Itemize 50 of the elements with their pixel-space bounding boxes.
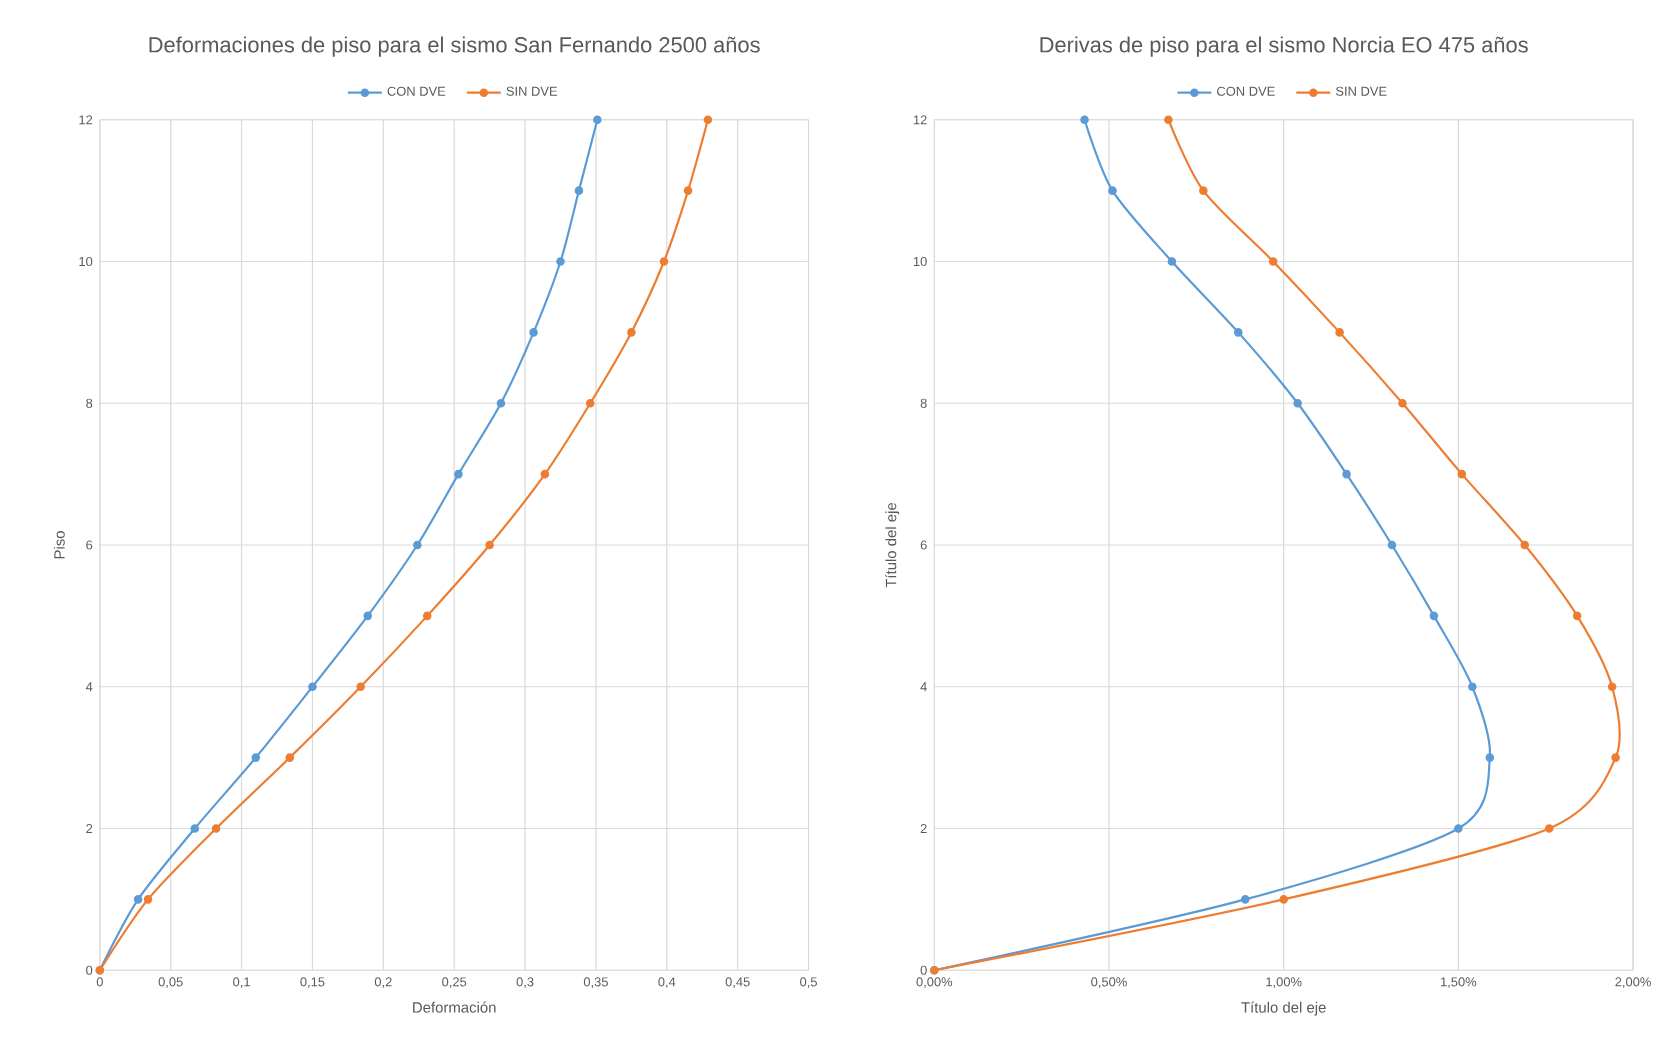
point: [485, 540, 494, 550]
point: [133, 895, 143, 904]
point: [1485, 753, 1495, 762]
point: [703, 115, 713, 125]
point: [211, 824, 221, 833]
point: [422, 611, 432, 621]
point: [627, 328, 636, 337]
point: [1233, 328, 1243, 337]
point: [1454, 824, 1463, 833]
point: [190, 824, 200, 833]
point: [1457, 469, 1467, 479]
chart-title: Deformaciones de piso para el sismo San Fernando 2500 años: [149, 36, 760, 57]
point: [1167, 257, 1177, 266]
point: [1342, 469, 1351, 479]
point: [1293, 398, 1302, 408]
point: [1607, 682, 1617, 691]
point: [1335, 328, 1344, 337]
point: [308, 682, 317, 691]
point: [1199, 186, 1208, 195]
point: [1398, 398, 1407, 408]
point: [529, 328, 538, 337]
point: [251, 753, 261, 762]
point: [1164, 115, 1173, 125]
point: [356, 682, 365, 691]
point: [285, 753, 295, 762]
point: [683, 186, 693, 195]
point: [585, 398, 595, 408]
point: [1240, 895, 1250, 904]
point: [574, 186, 584, 195]
point: [1468, 682, 1477, 691]
point: [143, 895, 153, 904]
point: [659, 257, 669, 266]
point: [454, 469, 463, 479]
point: [1520, 540, 1530, 550]
point: [1108, 186, 1117, 195]
chart-title: Derivas de piso para el sismo Norcia EO 475 años: [1040, 36, 1528, 57]
point: [1544, 824, 1554, 833]
point: [1429, 611, 1439, 621]
point: [1611, 753, 1620, 762]
point: [363, 611, 373, 621]
point: [1572, 611, 1582, 621]
point: [556, 257, 565, 266]
point: [1080, 115, 1089, 125]
point: [1387, 540, 1397, 550]
point: [496, 398, 506, 408]
point: [593, 115, 602, 125]
point: [1268, 257, 1278, 266]
point: [1279, 895, 1288, 904]
point: [540, 469, 550, 479]
point: [413, 540, 422, 550]
